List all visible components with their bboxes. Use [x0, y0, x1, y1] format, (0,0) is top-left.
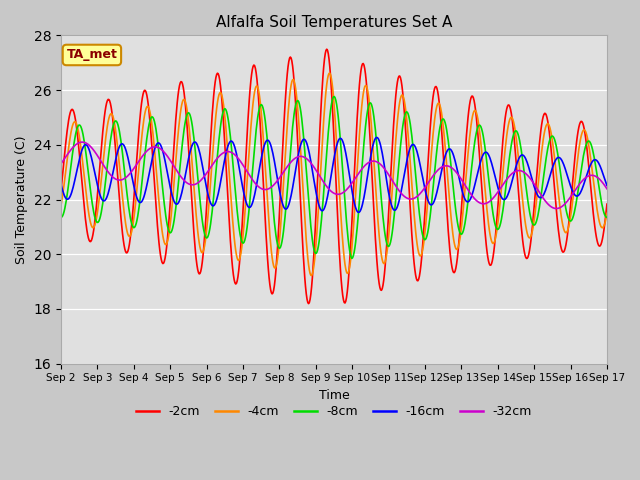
-32cm	[603, 186, 611, 192]
-16cm	[355, 210, 362, 216]
-2cm	[207, 124, 215, 130]
-2cm	[603, 201, 611, 207]
-16cm	[418, 170, 426, 176]
-16cm	[402, 163, 410, 169]
-8cm	[179, 139, 186, 145]
Line: -16cm: -16cm	[61, 137, 607, 213]
X-axis label: Time: Time	[319, 389, 349, 402]
-2cm	[323, 46, 331, 52]
-2cm	[67, 108, 75, 114]
Title: Alfalfa Soil Temperatures Set A: Alfalfa Soil Temperatures Set A	[216, 15, 452, 30]
-2cm	[57, 188, 65, 193]
-4cm	[57, 203, 65, 208]
Line: -2cm: -2cm	[61, 49, 607, 304]
-8cm	[418, 228, 426, 233]
-32cm	[208, 162, 216, 168]
Y-axis label: Soil Temperature (C): Soil Temperature (C)	[15, 135, 28, 264]
-8cm	[603, 215, 611, 220]
-8cm	[67, 163, 75, 169]
-4cm	[207, 168, 215, 174]
-8cm	[124, 192, 131, 197]
-16cm	[207, 202, 215, 207]
-2cm	[124, 250, 131, 256]
-16cm	[179, 187, 186, 192]
-8cm	[207, 216, 215, 221]
-8cm	[57, 215, 65, 220]
-4cm	[308, 273, 316, 278]
-8cm	[402, 110, 410, 116]
-32cm	[552, 205, 560, 211]
-16cm	[124, 151, 131, 157]
-32cm	[79, 139, 86, 145]
-8cm	[348, 255, 356, 261]
Line: -8cm: -8cm	[61, 96, 607, 258]
-4cm	[326, 71, 333, 76]
Legend: -2cm, -4cm, -8cm, -16cm, -32cm: -2cm, -4cm, -8cm, -16cm, -32cm	[131, 400, 537, 423]
-2cm	[305, 301, 312, 307]
Line: -4cm: -4cm	[61, 73, 607, 276]
-16cm	[603, 182, 611, 188]
-2cm	[418, 254, 426, 260]
-16cm	[57, 181, 65, 187]
-4cm	[402, 108, 410, 113]
-8cm	[330, 94, 338, 99]
-32cm	[417, 190, 425, 195]
Text: TA_met: TA_met	[67, 48, 117, 61]
-4cm	[124, 228, 131, 234]
-32cm	[67, 147, 75, 153]
-32cm	[124, 173, 132, 179]
-16cm	[67, 192, 75, 197]
-4cm	[418, 251, 426, 257]
Line: -32cm: -32cm	[61, 142, 607, 208]
-4cm	[603, 211, 611, 216]
-2cm	[179, 81, 186, 87]
-32cm	[57, 161, 65, 167]
-32cm	[179, 177, 187, 182]
-16cm	[373, 134, 381, 140]
-4cm	[67, 130, 75, 136]
-2cm	[402, 129, 410, 135]
-4cm	[179, 99, 186, 105]
-32cm	[401, 194, 409, 200]
